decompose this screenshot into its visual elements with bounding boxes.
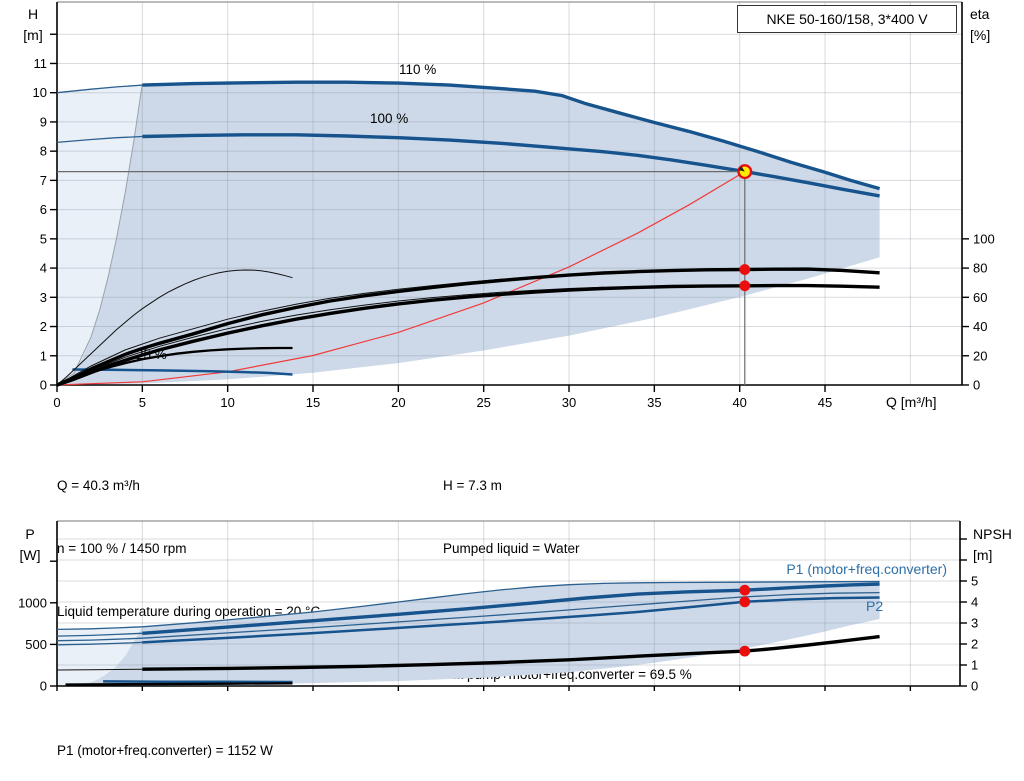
pump-title-box: NKE 50-160/158, 3*400 V (737, 5, 957, 33)
right-tick-label: 2 (971, 637, 978, 652)
curve-curve-100 (142, 133, 880, 198)
left-tick-label: 1 (40, 348, 47, 363)
left-tick-label: 3 (40, 290, 47, 305)
curve-npsh-25 (65, 682, 293, 686)
curve-affinity-parabola (56, 171, 746, 386)
right-tick-label: 5 (971, 574, 978, 589)
left-tick-label: 4 (40, 261, 47, 276)
right-tick-label: 20 (973, 348, 987, 363)
x-tick-label: 25 (476, 395, 490, 410)
readout-liquid: Pumped liquid = Water (443, 541, 580, 556)
curve-25-label: 25 % (136, 347, 167, 362)
p2-curve-label: P2 (866, 598, 883, 614)
p1-curve-label: P1 (motor+freq.converter) (786, 561, 947, 577)
x-tick-label: 10 (220, 395, 234, 410)
curve-p1-110-start (56, 626, 143, 631)
left-tick-label: 1000 (18, 595, 47, 610)
left-tick-label: 11 (34, 56, 48, 71)
curve-eta-companion-2 (56, 286, 604, 386)
right-tick-label: 100 (973, 231, 995, 246)
readout-n: n = 100 % / 1450 rpm (57, 541, 187, 556)
right-tick-label: 1 (971, 658, 978, 673)
curve-curve-110-start (56, 84, 143, 94)
eta-pump-dot (739, 264, 751, 275)
x-tick-label: 20 (391, 395, 405, 410)
left-tick-label: 5 (40, 231, 47, 246)
left-tick-label: 9 (40, 114, 47, 129)
curve-p1-100 (142, 582, 880, 635)
readout-p1: P1 (motor+freq.converter) = 1152 W (57, 743, 273, 758)
left-tick-label: 10 (33, 85, 47, 100)
curve-p2-100-start (56, 641, 143, 646)
curve-eta-total (56, 283, 880, 387)
p1-dot (739, 584, 751, 596)
right-tick-label: 0 (971, 679, 978, 694)
pump-title: NKE 50-160/158, 3*400 V (766, 11, 928, 27)
left-tick-label: 8 (40, 144, 47, 159)
p-axis-label: P (25, 526, 34, 542)
q-axis-label: Q [m³/h] (886, 394, 937, 410)
curve-100-label: 100 % (370, 111, 408, 126)
left-tick-label: 0 (40, 378, 47, 393)
npsh-axis-unit: [m] (973, 547, 992, 563)
npsh-dot (739, 645, 751, 657)
power-npsh-chart[interactable]: 0 500 1000 0 1 2 3 4 5 P [W] NPSH [m] P1 (motor+… (0, 515, 1024, 715)
curve-curve-110 (142, 80, 881, 191)
p2-dot (739, 596, 751, 608)
curve-npsh-start (56, 668, 143, 671)
eta-axis-unit: [%] (970, 27, 990, 43)
curve-p2-100 (142, 596, 880, 644)
power-region-min-flow (57, 626, 143, 686)
readout-q: Q = 40.3 m³/h (57, 478, 140, 493)
power-readout: P1 (motor+freq.converter) = 1152 W P2 = … (57, 698, 273, 781)
readout-h: H = 7.3 m (443, 478, 502, 493)
x-tick-label: 0 (53, 395, 60, 410)
left-tick-label: 6 (40, 202, 47, 217)
p-axis-unit: [W] (20, 547, 41, 563)
curve-npsh (142, 634, 880, 671)
curve-p1-110 (142, 580, 880, 628)
curve-curve-100-start (56, 135, 143, 144)
x-tick-label: 15 (306, 395, 320, 410)
curve-p2-110 (142, 591, 880, 639)
x-tick-label: 35 (647, 395, 661, 410)
right-tick-label: 0 (973, 378, 980, 393)
eta-total-dot (739, 280, 751, 292)
right-tick-label: 80 (973, 261, 987, 276)
h-axis-label: H (28, 6, 38, 22)
x-tick-label: 40 (732, 395, 746, 410)
right-tick-label: 40 (973, 319, 987, 334)
duty-point-wedge-icon (738, 166, 745, 172)
x-tick-label: 5 (139, 395, 146, 410)
left-tick-label: 0 (40, 679, 47, 694)
curve-p1-100-start (56, 632, 143, 637)
curve-eta-pump (56, 267, 880, 387)
h-axis-unit: [m] (23, 27, 42, 43)
left-tick-label: 7 (40, 173, 47, 188)
npsh-axis-label: NPSH (973, 526, 1012, 542)
x-tick-label: 30 (562, 395, 576, 410)
region-min-flow (57, 83, 143, 386)
left-tick-label: 500 (25, 637, 47, 652)
readout-temp: Liquid temperature during operation = 20… (57, 604, 321, 619)
curve-p2-110-start (56, 637, 143, 642)
curve-curve-25 (72, 368, 293, 376)
curve-p-25 (103, 680, 293, 684)
eta-axis-label: eta (970, 6, 990, 22)
right-tick-label: 60 (973, 290, 987, 305)
right-tick-label: 4 (971, 595, 978, 610)
x-tick-label: 45 (818, 395, 832, 410)
curve-110-label: 110 % (399, 62, 436, 77)
curve-min-flow-line (56, 83, 143, 386)
region-envelope (57, 82, 880, 385)
head-flow-chart[interactable]: 0 5 10 15 20 25 30 35 40 450123456789101102040608… (0, 0, 1024, 430)
curve-eta-arc-low-speed (56, 269, 293, 386)
right-tick-label: 3 (971, 616, 978, 631)
left-tick-label: 2 (40, 319, 47, 334)
